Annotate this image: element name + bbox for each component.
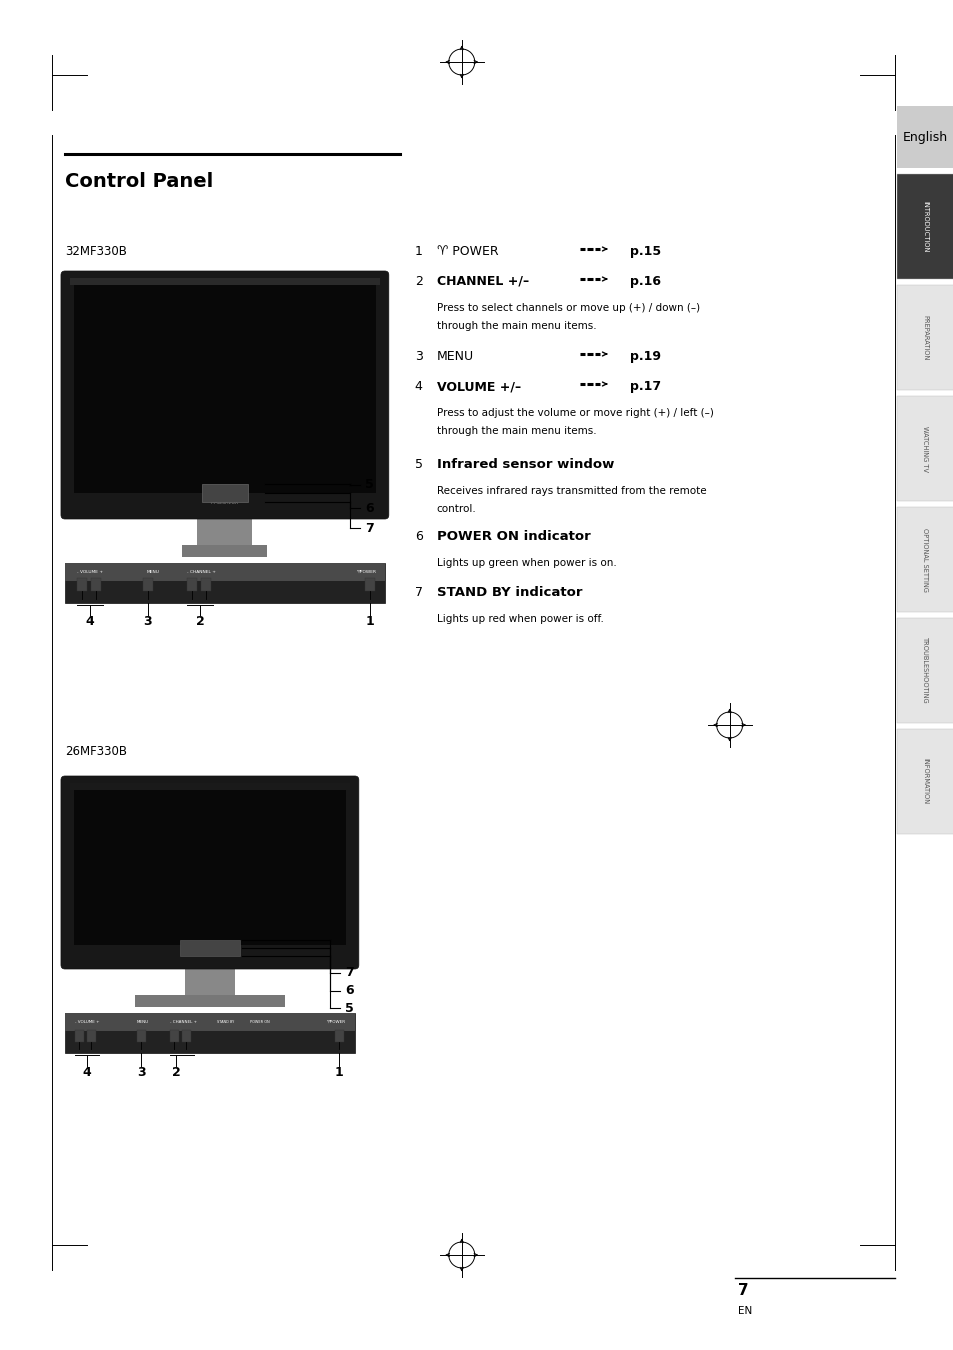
Bar — [364, 578, 375, 591]
Bar — [65, 563, 384, 580]
Bar — [170, 1030, 179, 1042]
Text: - CHANNEL +: - CHANNEL + — [187, 570, 215, 574]
Text: p.16: p.16 — [629, 275, 660, 288]
Bar — [143, 578, 152, 591]
Bar — [180, 940, 239, 956]
Text: English: English — [902, 131, 946, 143]
Bar — [896, 508, 953, 612]
Text: OPTIONAL SETTING: OPTIONAL SETTING — [921, 528, 927, 591]
Bar — [65, 1012, 355, 1053]
Text: - VOLUME +: - VOLUME + — [75, 1021, 99, 1025]
Text: TROUBLESHOOTING: TROUBLESHOOTING — [921, 637, 927, 703]
Text: through the main menu items.: through the main menu items. — [436, 321, 596, 331]
Text: 6: 6 — [415, 531, 422, 543]
Bar — [91, 578, 101, 591]
Bar — [202, 485, 248, 502]
Bar — [74, 788, 346, 945]
Text: 1: 1 — [365, 616, 374, 628]
Text: 2: 2 — [415, 275, 422, 288]
Text: 2: 2 — [172, 1066, 180, 1079]
Text: MAGNAVOX: MAGNAVOX — [198, 953, 221, 957]
Text: Receives infrared rays transmitted from the remote: Receives infrared rays transmitted from … — [436, 486, 705, 495]
Text: PREPARATION: PREPARATION — [921, 315, 927, 360]
Text: 7: 7 — [415, 586, 422, 599]
Bar — [896, 396, 953, 501]
Text: p.15: p.15 — [629, 244, 660, 258]
Bar — [201, 578, 211, 591]
Text: p.17: p.17 — [629, 379, 660, 393]
Text: MENU: MENU — [436, 350, 474, 363]
Text: MENU: MENU — [147, 570, 160, 574]
Text: 5: 5 — [344, 1002, 354, 1014]
Text: 3: 3 — [415, 350, 422, 363]
Text: ♈ POWER: ♈ POWER — [436, 244, 497, 258]
Text: Lights up green when power is on.: Lights up green when power is on. — [436, 558, 616, 568]
Text: control.: control. — [436, 504, 476, 514]
Bar — [75, 1030, 84, 1042]
Text: 3: 3 — [144, 616, 152, 628]
Bar — [77, 578, 87, 591]
Text: 26MF330B: 26MF330B — [65, 745, 127, 757]
Bar — [74, 284, 375, 493]
Bar — [65, 1012, 355, 1031]
Bar — [70, 278, 379, 285]
Bar — [896, 174, 953, 279]
Text: Control Panel: Control Panel — [65, 171, 213, 190]
Bar — [896, 107, 953, 167]
FancyBboxPatch shape — [61, 776, 358, 969]
Bar — [197, 514, 253, 547]
Text: MAGNAVOX: MAGNAVOX — [211, 500, 239, 505]
Text: 2: 2 — [195, 616, 204, 628]
Text: Press to adjust the volume or move right (+) / left (–): Press to adjust the volume or move right… — [436, 408, 713, 418]
Text: 7: 7 — [364, 521, 374, 535]
Text: 7: 7 — [737, 1282, 747, 1297]
Bar — [137, 1030, 146, 1042]
Text: 7: 7 — [344, 967, 354, 980]
Text: 5: 5 — [415, 458, 422, 471]
Text: - CHANNEL +: - CHANNEL + — [170, 1021, 197, 1025]
FancyBboxPatch shape — [61, 271, 389, 518]
Text: VOLUME +/–: VOLUME +/– — [436, 379, 520, 393]
Text: POWER ON indicator: POWER ON indicator — [436, 531, 590, 543]
Text: Infrared sensor window: Infrared sensor window — [436, 458, 614, 471]
Text: 4: 4 — [415, 379, 422, 393]
Text: - VOLUME +: - VOLUME + — [77, 570, 103, 574]
Text: EN: EN — [737, 1305, 751, 1316]
Bar — [65, 563, 384, 603]
Text: CHANNEL +/–: CHANNEL +/– — [436, 275, 528, 288]
Text: 3: 3 — [137, 1066, 146, 1079]
Text: POWER ON: POWER ON — [250, 1021, 269, 1025]
Text: ♈POWER: ♈POWER — [327, 1021, 346, 1025]
Bar — [896, 618, 953, 724]
Text: INTRODUCTION: INTRODUCTION — [921, 201, 927, 252]
Bar — [182, 1030, 191, 1042]
Text: STAND BY: STAND BY — [216, 1021, 233, 1025]
Bar — [70, 783, 350, 790]
Text: STAND BY indicator: STAND BY indicator — [436, 586, 581, 599]
Text: p.19: p.19 — [629, 350, 660, 363]
Text: 1: 1 — [335, 1066, 343, 1079]
Bar — [896, 729, 953, 834]
Bar — [187, 578, 196, 591]
Text: INFORMATION: INFORMATION — [921, 759, 927, 805]
Text: 6: 6 — [364, 501, 373, 514]
Text: 32MF330B: 32MF330B — [65, 244, 127, 258]
Bar — [335, 1030, 343, 1042]
Text: 1: 1 — [415, 244, 422, 258]
Text: 4: 4 — [86, 616, 94, 628]
Bar — [134, 995, 285, 1007]
Text: Lights up red when power is off.: Lights up red when power is off. — [436, 614, 603, 624]
Text: MENU: MENU — [137, 1021, 149, 1025]
Bar — [87, 1030, 96, 1042]
Text: 5: 5 — [364, 478, 374, 491]
Bar — [185, 965, 234, 995]
Text: 6: 6 — [344, 984, 353, 998]
Text: Press to select channels or move up (+) / down (–): Press to select channels or move up (+) … — [436, 302, 700, 313]
Text: through the main menu items.: through the main menu items. — [436, 427, 596, 436]
Text: ♈POWER: ♈POWER — [356, 570, 376, 574]
Text: 4: 4 — [83, 1066, 91, 1079]
Text: WATCHING TV: WATCHING TV — [921, 425, 927, 471]
Bar — [896, 285, 953, 390]
Bar — [182, 545, 267, 558]
